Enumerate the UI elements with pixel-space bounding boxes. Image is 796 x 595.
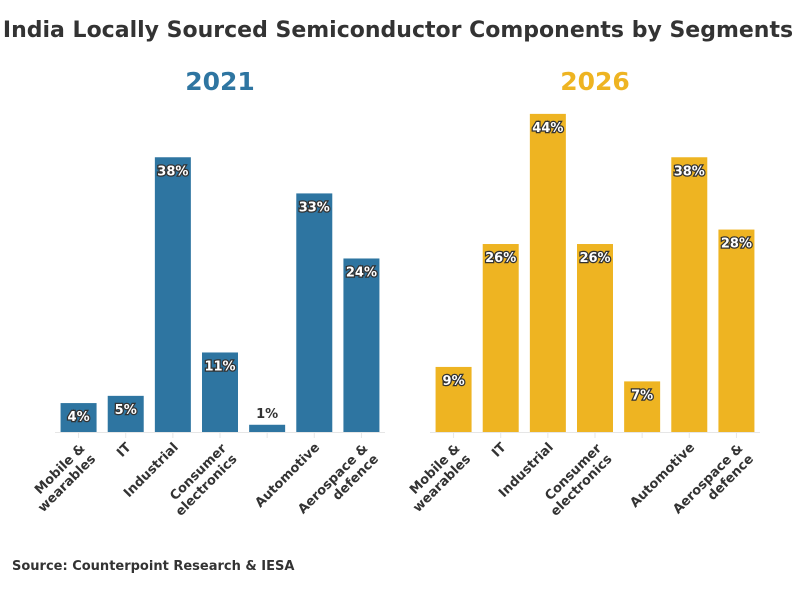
data-label: 26% [485,251,516,266]
data-label: 44% [532,121,563,136]
bar [60,403,97,432]
bar [154,157,191,432]
chart-title: India Locally Sourced Semiconductor Comp… [3,18,793,43]
bar [718,229,755,432]
x-tick-label: IT [489,440,509,460]
data-label: 4% [68,410,90,425]
data-label: 11% [204,359,235,374]
bar [343,258,380,432]
data-label: 1% [256,407,278,422]
bar [482,244,519,432]
bar [671,157,708,432]
data-label: 5% [115,403,137,418]
data-label: 28% [721,237,752,252]
bar [529,113,566,432]
data-label: 38% [157,164,188,179]
bar [577,244,613,432]
data-label: 33% [299,200,330,215]
bar [202,352,238,432]
x-tick-label: Mobile &wearables [400,441,475,516]
data-label: 26% [579,251,610,266]
source-note: Source: Counterpoint Research & IESA [12,559,294,574]
panel-subtitle: 2021 [185,67,255,96]
x-tick-label: IT [114,440,134,460]
bar [249,424,286,432]
data-label: 9% [443,374,465,389]
bar [624,381,661,432]
bar [107,395,144,432]
data-label: 38% [674,164,705,179]
data-label: 24% [346,265,377,280]
panel-subtitle: 2026 [560,67,630,96]
x-tick-label: Mobile &wearables [25,441,100,516]
data-label: 7% [631,388,653,403]
bar [296,193,333,432]
bar [435,366,472,432]
